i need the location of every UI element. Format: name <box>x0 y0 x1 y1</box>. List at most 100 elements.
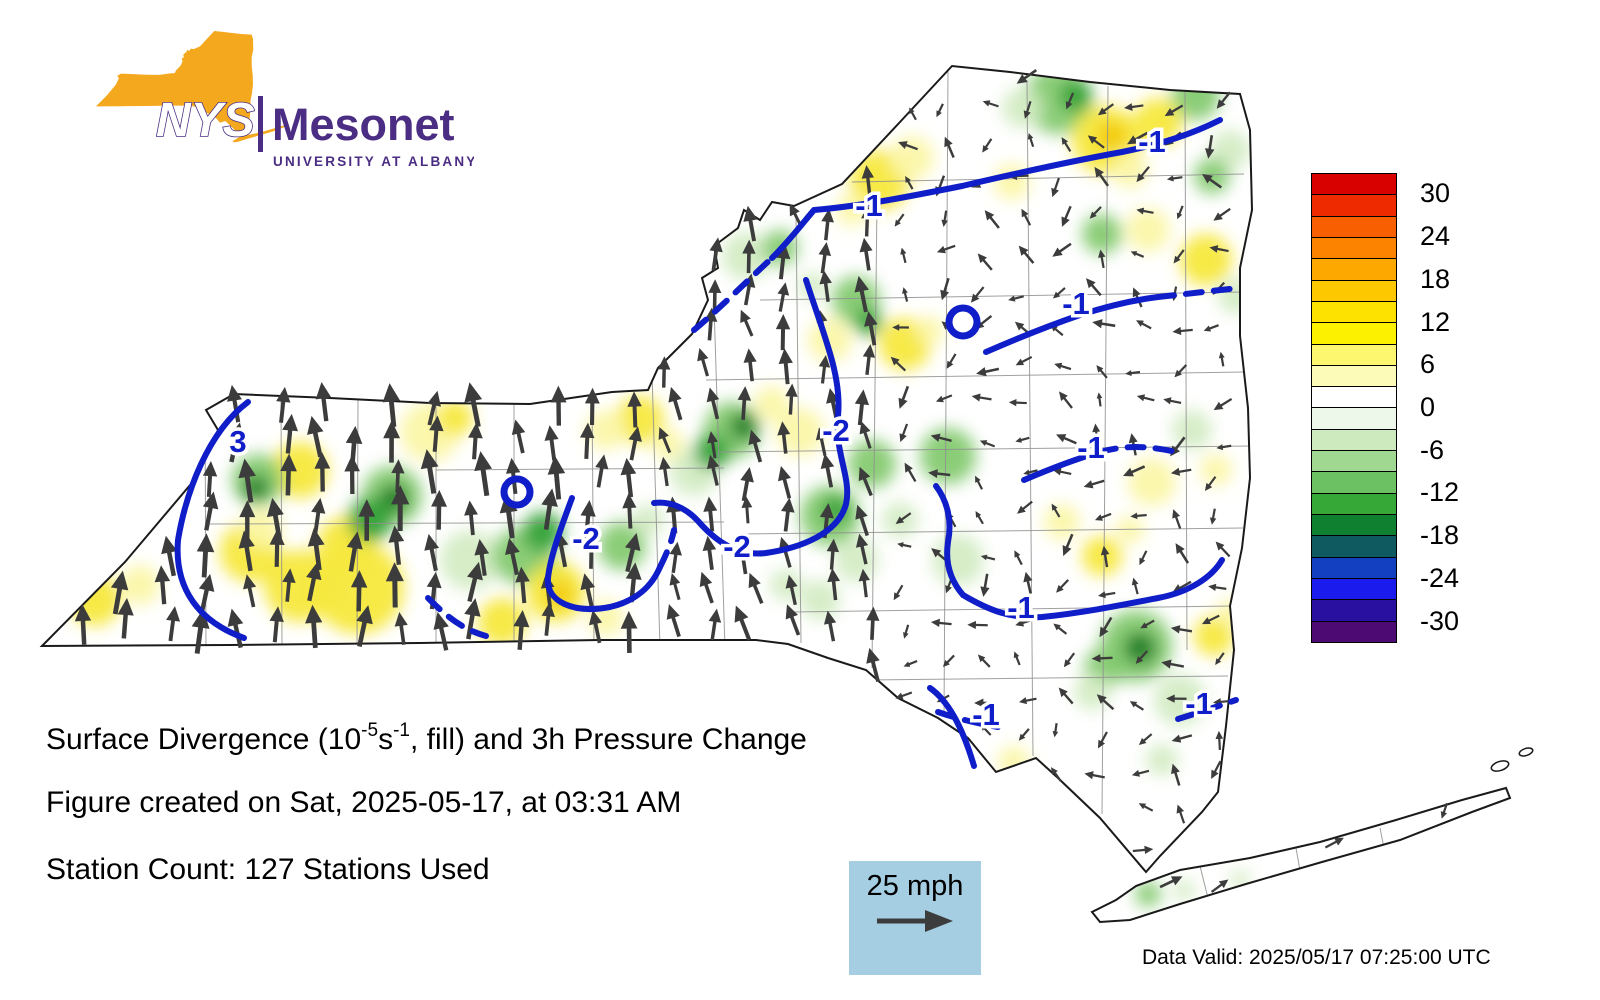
wind-arrow <box>1019 697 1037 705</box>
wind-arrow <box>1138 733 1153 746</box>
wind-arrow <box>1092 423 1101 444</box>
wind-arrow <box>1324 837 1344 849</box>
wind-arrow <box>1015 355 1033 366</box>
pressure-contour <box>425 595 489 639</box>
wind-arrow <box>307 527 325 571</box>
divergence-blob <box>1172 72 1220 120</box>
colorbar-cell <box>1312 557 1396 579</box>
wind-arrow <box>940 277 950 301</box>
wind-arrow <box>541 602 555 636</box>
wind-arrow <box>815 427 828 456</box>
wind-arrow <box>385 562 404 608</box>
wind-arrow <box>1171 763 1181 786</box>
colorbar-cell <box>1312 451 1396 473</box>
wind-arrow <box>1131 577 1139 595</box>
colorbar-cell <box>1312 365 1396 388</box>
wind-arrow <box>928 469 951 479</box>
wind-arrow <box>706 387 720 420</box>
wind-arrow <box>909 107 917 121</box>
wind-arrow <box>1015 436 1030 443</box>
county-border <box>705 371 1248 381</box>
wind-arrow <box>854 275 869 313</box>
wind-arrow <box>657 356 671 388</box>
wind-arrow <box>861 205 874 237</box>
wind-arrow <box>859 421 872 449</box>
contour-label: -2 <box>572 521 600 556</box>
wind-arrow <box>1051 177 1060 198</box>
wind-arrow <box>1171 734 1193 743</box>
pressure-contour-ring <box>500 475 534 509</box>
pressure-contour <box>657 527 677 570</box>
colorbar-cell <box>1312 195 1396 217</box>
wind-arrow <box>1201 614 1220 625</box>
wind-arrow <box>742 239 756 274</box>
wind-arrow <box>307 415 324 458</box>
wind-arrow <box>975 475 984 490</box>
wind-arrow <box>1208 583 1227 591</box>
wind-arrow <box>785 604 801 636</box>
wind-arrow <box>979 440 996 448</box>
wind-arrow <box>936 244 956 254</box>
wind-arrow <box>826 538 840 570</box>
island <box>1518 747 1534 757</box>
colorbar-cell <box>1312 493 1396 515</box>
wind-arrow <box>624 532 641 573</box>
pressure-contour <box>769 117 1223 261</box>
wind-arrow <box>579 422 595 459</box>
divergence-blob <box>754 386 790 422</box>
wind-arrow <box>388 525 405 565</box>
wind-arrow <box>1138 803 1154 812</box>
wind-arrow <box>1016 69 1038 84</box>
wind-arrow <box>748 572 764 605</box>
contour-label: -1 <box>1062 286 1090 321</box>
wind-arrow <box>775 314 791 351</box>
wind-arrow <box>706 454 720 486</box>
figure-title: Surface Divergence (10-5s-1, fill) and 3… <box>46 720 807 757</box>
wind-arrow <box>1052 287 1066 299</box>
wind-arrow <box>903 660 918 667</box>
figure-created-text: Figure created on Sat, 2025-05-17, at 03… <box>46 786 682 819</box>
wind-arrow <box>1216 91 1231 109</box>
wind-arrow <box>944 136 955 158</box>
wind-arrow <box>394 611 408 646</box>
logo-divider <box>258 96 263 152</box>
wind-arrow <box>1205 135 1215 159</box>
wind-arrow <box>1054 362 1072 371</box>
divergence-blob <box>776 408 824 456</box>
wind-arrow <box>1129 701 1144 711</box>
wind-arrow <box>946 353 957 369</box>
wind-arrow <box>930 618 952 628</box>
wind-arrow <box>1018 245 1035 264</box>
contour-label: -1 <box>972 697 1000 732</box>
wind-arrow <box>628 426 642 461</box>
title-part: , fill) and 3h Pressure Change <box>409 723 807 756</box>
wind-arrow <box>1023 100 1032 119</box>
wind-arrow <box>974 698 997 708</box>
wind-arrow <box>1099 616 1113 638</box>
wind-arrow <box>709 237 723 271</box>
wind-arrow <box>1098 249 1106 269</box>
wind-arrow <box>895 691 913 700</box>
wind-arrow <box>314 452 331 492</box>
colorbar-cell <box>1312 301 1396 324</box>
county-border <box>1026 79 1034 757</box>
wind-arrow <box>1096 392 1103 407</box>
title-part: s <box>378 723 394 756</box>
ny-state-outline <box>39 64 1254 874</box>
wind-arrow <box>1130 512 1147 520</box>
divergence-blob <box>722 232 770 280</box>
county-border <box>1199 865 1209 899</box>
wind-arrow <box>467 561 483 602</box>
divergence-blob <box>916 316 944 344</box>
wind-arrow <box>1166 694 1187 703</box>
divergence-fill-layer <box>69 66 1254 907</box>
wind-arrow <box>936 103 944 118</box>
wind-arrow <box>898 385 910 409</box>
contour-label: -1 <box>1077 430 1105 465</box>
wind-arrow <box>1163 397 1182 405</box>
wind-arrow <box>580 573 596 611</box>
wind-arrow <box>1218 351 1225 367</box>
wind-arrow <box>854 389 870 426</box>
pressure-contour <box>1021 449 1103 483</box>
wind-arrow <box>420 449 439 494</box>
